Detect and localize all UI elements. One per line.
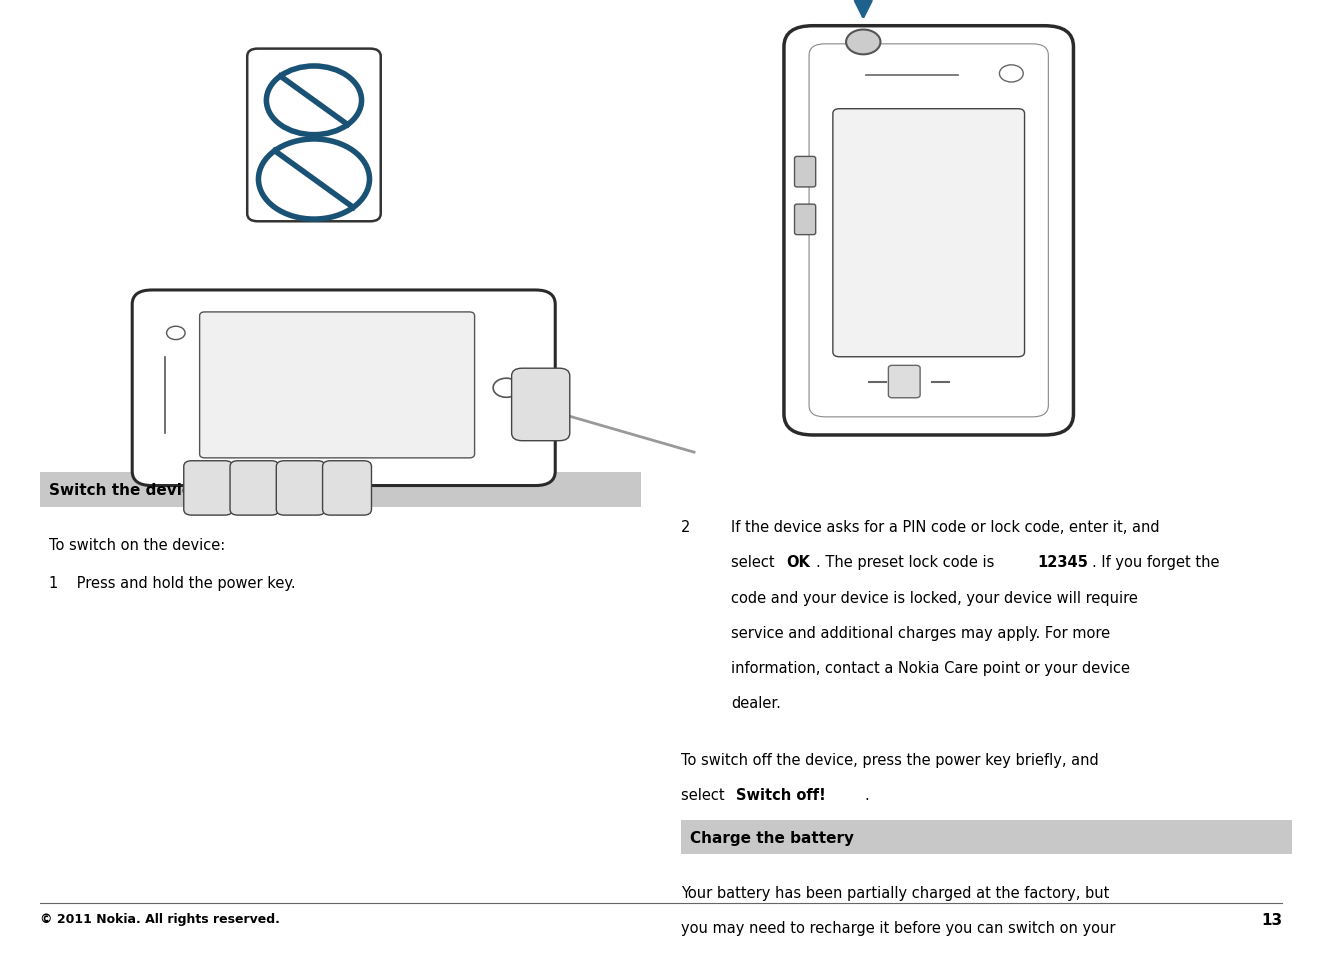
Text: . The preset lock code is: . The preset lock code is bbox=[816, 555, 998, 570]
Text: If the device asks for a PIN code or lock code, enter it, and: If the device asks for a PIN code or loc… bbox=[731, 519, 1159, 535]
FancyBboxPatch shape bbox=[132, 291, 555, 486]
FancyBboxPatch shape bbox=[200, 313, 475, 458]
Text: . If you forget the: . If you forget the bbox=[1092, 555, 1219, 570]
Text: Your battery has been partially charged at the factory, but: Your battery has been partially charged … bbox=[681, 884, 1109, 900]
FancyBboxPatch shape bbox=[247, 50, 381, 222]
FancyBboxPatch shape bbox=[230, 461, 279, 516]
Text: © 2011 Nokia. All rights reserved.: © 2011 Nokia. All rights reserved. bbox=[40, 912, 279, 925]
Text: OK: OK bbox=[787, 555, 810, 570]
FancyBboxPatch shape bbox=[323, 461, 371, 516]
Text: 1    Press and hold the power key.: 1 Press and hold the power key. bbox=[49, 576, 296, 591]
FancyBboxPatch shape bbox=[795, 205, 816, 235]
FancyBboxPatch shape bbox=[809, 45, 1048, 417]
FancyBboxPatch shape bbox=[184, 461, 233, 516]
Text: To switch off the device, press the power key briefly, and: To switch off the device, press the powe… bbox=[681, 752, 1099, 767]
Circle shape bbox=[846, 30, 880, 55]
FancyBboxPatch shape bbox=[784, 27, 1073, 436]
FancyBboxPatch shape bbox=[888, 366, 920, 398]
Text: 12345: 12345 bbox=[1038, 555, 1088, 570]
Text: service and additional charges may apply. For more: service and additional charges may apply… bbox=[731, 625, 1110, 640]
Text: Charge the battery: Charge the battery bbox=[690, 830, 854, 844]
Text: .: . bbox=[865, 787, 870, 802]
Text: code and your device is locked, your device will require: code and your device is locked, your dev… bbox=[731, 590, 1138, 605]
FancyBboxPatch shape bbox=[512, 369, 570, 441]
Text: Switch off!: Switch off! bbox=[736, 787, 826, 802]
Text: dealer.: dealer. bbox=[731, 696, 781, 711]
Bar bbox=[40, 473, 641, 507]
FancyBboxPatch shape bbox=[795, 157, 816, 188]
Text: Switch the device on or off: Switch the device on or off bbox=[49, 482, 280, 497]
Text: To switch on the device:: To switch on the device: bbox=[49, 537, 225, 553]
Ellipse shape bbox=[139, 456, 271, 478]
Text: 2: 2 bbox=[681, 519, 690, 535]
Text: select: select bbox=[731, 555, 779, 570]
Text: information, contact a Nokia Care point or your device: information, contact a Nokia Care point … bbox=[731, 660, 1130, 676]
Text: 13: 13 bbox=[1261, 912, 1282, 927]
Text: you may need to recharge it before you can switch on your: you may need to recharge it before you c… bbox=[681, 920, 1116, 935]
Bar bbox=[681, 820, 1292, 854]
Text: select: select bbox=[681, 787, 728, 802]
FancyBboxPatch shape bbox=[833, 110, 1025, 357]
FancyBboxPatch shape bbox=[276, 461, 325, 516]
